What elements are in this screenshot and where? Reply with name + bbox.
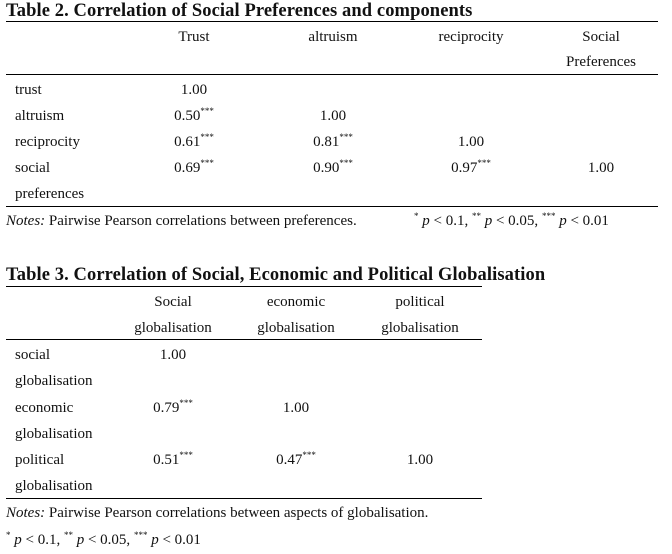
table3-row-label-social: social bbox=[15, 347, 50, 363]
table2-cell: 0.97*** bbox=[451, 158, 491, 177]
table2-row-label-preferences: preferences bbox=[15, 186, 85, 202]
table3-header-economic: economic bbox=[266, 294, 326, 310]
table2-row-label-reciprocity: reciprocity bbox=[15, 134, 80, 150]
table2-header-rule bbox=[6, 74, 658, 75]
table2-row-label-altruism: altruism bbox=[15, 108, 65, 124]
table2-row-label-social: social bbox=[15, 160, 50, 176]
table2-cell: 1.00 bbox=[180, 82, 208, 98]
table2-header-trust: Trust bbox=[178, 29, 210, 45]
table3-cell: 1.00 bbox=[159, 347, 187, 363]
table2-notes: Notes: Pairwise Pearson correlations bet… bbox=[6, 213, 357, 229]
table2-cell: 1.00 bbox=[319, 108, 347, 124]
table2-title: Table 2. Correlation of Social Preferenc… bbox=[6, 1, 473, 21]
table3-header-social: Social bbox=[154, 294, 192, 310]
table3-row-label-social-2: globalisation bbox=[15, 373, 93, 389]
table2-header-reciprocity: reciprocity bbox=[438, 29, 504, 45]
table2-cell: 0.50*** bbox=[174, 106, 214, 125]
table3-cell: 0.47*** bbox=[276, 450, 316, 469]
table2-cell: 1.00 bbox=[457, 134, 485, 150]
table3-header-economic-2: globalisation bbox=[257, 320, 335, 336]
table2-header-preferences: Preferences bbox=[566, 54, 636, 70]
table3-cell: 0.51*** bbox=[153, 450, 193, 469]
table2-cell: 1.00 bbox=[587, 160, 615, 176]
table3-title: Table 3. Correlation of Social, Economic… bbox=[6, 265, 546, 285]
table3-top-rule bbox=[6, 286, 482, 287]
table3-bottom-rule bbox=[6, 498, 482, 499]
table2-cell: 0.90*** bbox=[313, 158, 353, 177]
table2-header-altruism: altruism bbox=[308, 29, 358, 45]
table3-row-label-political-2: globalisation bbox=[15, 478, 93, 494]
table3-cell: 1.00 bbox=[406, 452, 434, 468]
table3-header-political-2: globalisation bbox=[381, 320, 459, 336]
table3-header-rule bbox=[6, 339, 482, 340]
table2-row-label-trust: trust bbox=[15, 82, 42, 98]
table2-cell: 0.69*** bbox=[174, 158, 214, 177]
table2-bottom-rule bbox=[6, 206, 658, 207]
table3-cell: 0.79*** bbox=[153, 398, 193, 417]
table3-row-label-political: political bbox=[15, 452, 65, 468]
table3-notes: Notes: Pairwise Pearson correlations bet… bbox=[6, 505, 429, 521]
table2-significance: * p < 0.1, ** p < 0.05, *** p < 0.01 bbox=[414, 211, 609, 230]
table3-cell: 1.00 bbox=[282, 400, 310, 416]
table2-cell: 0.61*** bbox=[174, 132, 214, 151]
table3-header-social-2: globalisation bbox=[134, 320, 212, 336]
table3-header-political: political bbox=[395, 294, 445, 310]
table2-top-rule bbox=[6, 21, 658, 22]
table3-row-label-economic-2: globalisation bbox=[15, 426, 93, 442]
table3-row-label-economic: economic bbox=[15, 400, 74, 416]
table3-significance: * p < 0.1, ** p < 0.05, *** p < 0.01 bbox=[6, 530, 201, 549]
table2-header-social: Social bbox=[582, 29, 620, 45]
table2-cell: 0.81*** bbox=[313, 132, 353, 151]
